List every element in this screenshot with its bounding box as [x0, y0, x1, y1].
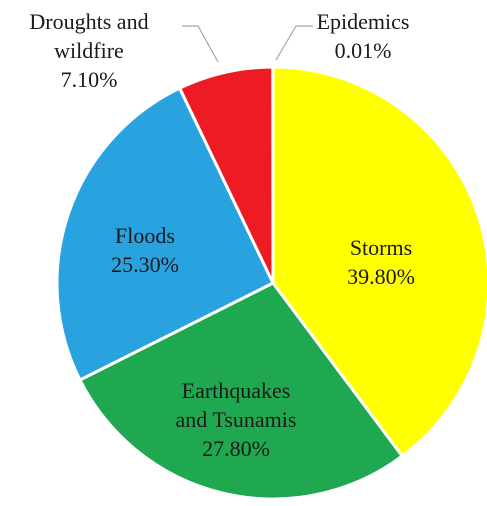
data-label-text: Earthquakes [182, 378, 291, 403]
data-label-droughts-and-wildfire: Droughts and wildfire 7.10% [29, 9, 148, 92]
pie-slice-floods [55, 86, 275, 382]
data-label-text: Floods [115, 223, 175, 248]
data-label-value: 0.01% [335, 38, 392, 63]
data-label-text: Epidemics [317, 9, 410, 34]
data-label-text: Storms [350, 235, 412, 260]
pie-slice-storms [271, 65, 487, 459]
data-label-value: 25.30% [111, 252, 179, 277]
leader-line-droughts-and-wildfire [182, 25, 219, 63]
data-label-value: 39.80% [347, 264, 415, 289]
data-label-text: and Tsunamis [176, 407, 297, 432]
pie-slice-earthquakes-and-tsunamis [77, 281, 405, 501]
data-label-storms: Storms 39.80% [347, 235, 415, 289]
data-label-text: wildfire [54, 38, 124, 63]
data-label-floods: Floods 25.30% [111, 223, 179, 277]
leader-line-epidemics [275, 25, 313, 61]
data-label-value: 7.10% [61, 67, 118, 92]
data-label-text: Droughts and [29, 9, 148, 34]
data-label-earthquakes-and-tsunamis: Earthquakes and Tsunamis 27.80% [176, 378, 297, 461]
data-label-value: 27.80% [202, 436, 270, 461]
data-label-epidemics: Epidemics 0.01% [317, 9, 410, 63]
